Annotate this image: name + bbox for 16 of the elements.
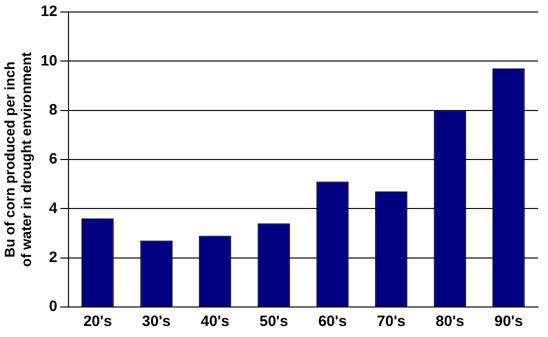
x-tick-label: 30's [142, 313, 171, 330]
x-tick-label: 70's [376, 313, 406, 330]
y-axis-title: Bu of corn produced per inch of water in drought environment [1, 52, 34, 267]
x-tick-label: 60's [318, 313, 347, 330]
y-tick-label: 6 [48, 150, 58, 168]
y-tick-label: 12 [40, 3, 58, 20]
y-tick-label: 8 [48, 101, 58, 118]
y-tick-label: 4 [48, 200, 58, 217]
x-tick-label: 40's [200, 313, 230, 330]
y-tick-label: 0 [48, 298, 58, 316]
x-tick-label: 90's [494, 313, 523, 330]
x-tick-label: 80's [436, 313, 464, 330]
y-tick-label: 10 [40, 52, 58, 70]
x-tick-label: 20's [83, 313, 112, 330]
x-tick-label: 50's [259, 313, 288, 330]
y-tick-label: 2 [48, 248, 58, 266]
